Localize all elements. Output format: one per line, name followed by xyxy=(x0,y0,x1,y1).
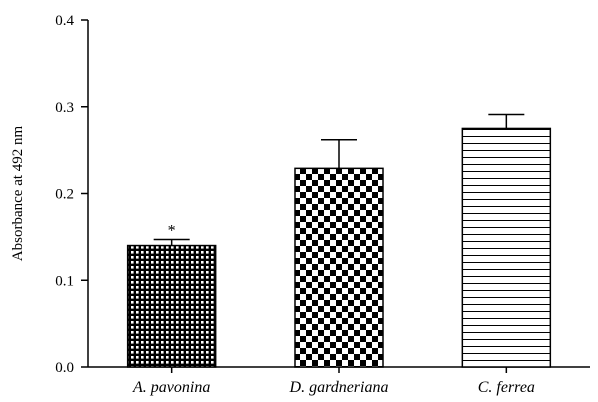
y-tick-label: 0.2 xyxy=(55,187,74,203)
y-tick-label: 0.3 xyxy=(55,100,74,116)
y-tick-label: 0.4 xyxy=(55,13,74,29)
x-axis: A. pavonina D. gardneriana C. ferrea xyxy=(88,366,590,396)
y-tick-label: 0.1 xyxy=(55,273,74,289)
bar xyxy=(461,127,552,368)
y-axis-title: Absorbance at 492 nm xyxy=(10,125,26,261)
significance-marker: * xyxy=(168,222,176,239)
bar-group: * xyxy=(126,222,217,368)
bar-group xyxy=(294,138,384,368)
y-tick-label: 0.0 xyxy=(55,360,74,376)
x-ticks: A. pavonina D. gardneriana C. ferrea xyxy=(132,367,535,396)
y-axis: 0.0 0.1 0.2 0.3 0.4 xyxy=(55,13,89,376)
y-ticks: 0.0 0.1 0.2 0.3 0.4 xyxy=(55,13,88,376)
bar xyxy=(126,244,217,368)
x-tick-label: C. ferrea xyxy=(478,379,535,396)
bars: * xyxy=(126,113,552,368)
x-tick-label: A. pavonina xyxy=(132,379,210,396)
bar xyxy=(294,167,384,368)
x-tick-label: D. gardneriana xyxy=(289,379,389,396)
bar-group xyxy=(461,113,552,368)
